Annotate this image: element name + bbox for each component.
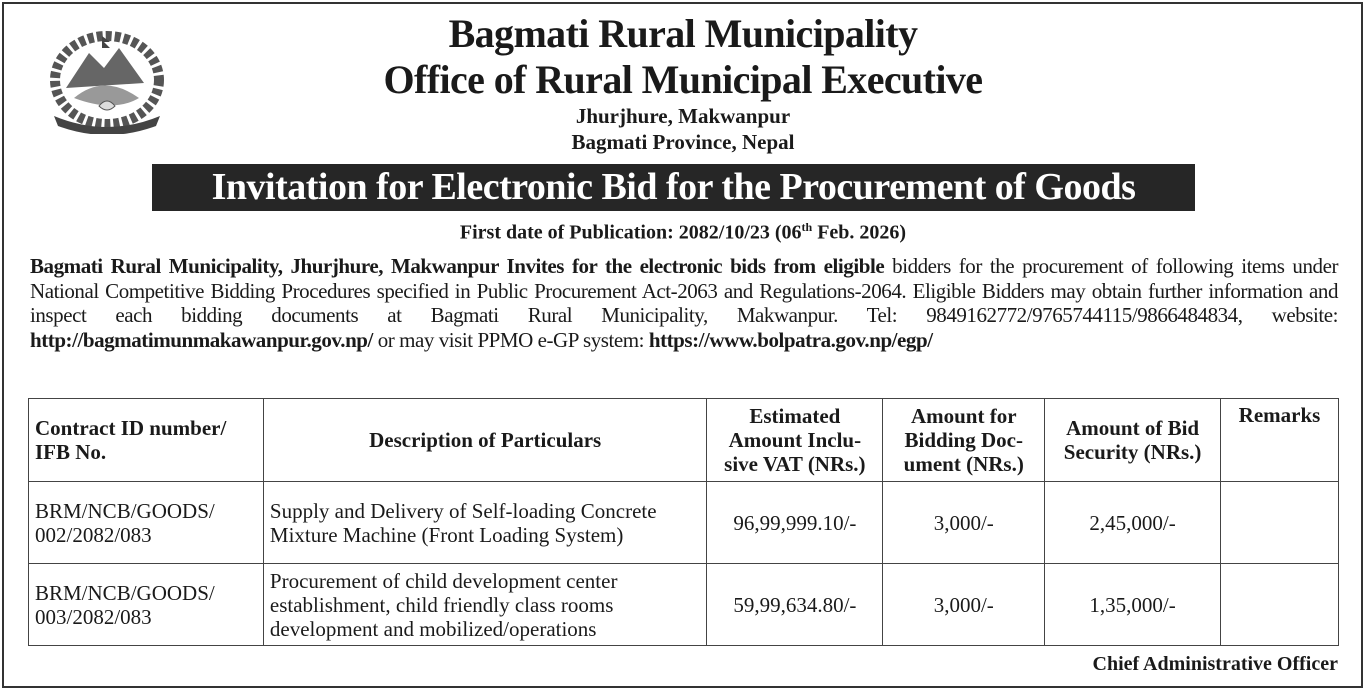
header-estimated-amount: Estimated Amount Inclu-sive VAT (NRs.) <box>706 398 884 482</box>
header-remarks: Remarks <box>1220 398 1339 482</box>
bidding-doc-amount: 3,000/- <box>882 563 1046 646</box>
description: Supply and Delivery of Self-loading Conc… <box>262 481 708 564</box>
paragraph-text2: or may visit PPMO e-GP system: <box>372 327 649 352</box>
address-line1: Jhurjhure, Makwanpur <box>575 104 791 128</box>
address-line2: Bagmati Province, Nepal <box>571 130 795 154</box>
header-bidding-doc: Amount for Bidding Doc-ument (NRs.) <box>882 398 1046 482</box>
contract-id: BRM/NCB/GOODS/ 003/2082/083 <box>28 563 264 646</box>
description: Procurement of child development center … <box>262 563 708 646</box>
website-link[interactable]: http://bagmatimunmakawanpur.gov.np/ <box>30 327 373 352</box>
office-name: Office of Rural Municipal Executive <box>383 57 984 102</box>
header-contract-id: Contract ID number/ IFB No. <box>28 398 264 482</box>
signatory: Chief Administrative Officer <box>1092 653 1339 675</box>
header-bid-security: Amount of Bid Security (NRs.) <box>1044 398 1222 482</box>
egp-link[interactable]: https://www.bolpatra.gov.np/egp/ <box>648 327 933 352</box>
header-description: Description of Particulars <box>262 398 708 482</box>
estimated-amount: 96,99,999.10/- <box>706 481 884 564</box>
bid-security: 2,45,000/- <box>1044 481 1222 564</box>
publication-label: First date of Publication: 2082/10/23 (0… <box>459 221 802 244</box>
estimated-amount: 59,99,634.80/- <box>706 563 884 646</box>
contract-id: BRM/NCB/GOODS/ 002/2082/083 <box>28 481 264 564</box>
paragraph-intro: Bagmati Rural Municipality, Jhurjhure, M… <box>30 254 885 278</box>
notice-paragraph: Bagmati Rural Municipality, Jhurjhure, M… <box>30 254 1338 352</box>
publication-rest: Feb. 2026) <box>812 221 907 244</box>
notice-title: Invitation for Electronic Bid for the Pr… <box>152 164 1195 211</box>
table-row: BRM/NCB/GOODS/ 003/2082/083 Procurement … <box>28 563 1339 646</box>
org-name: Bagmati Rural Municipality <box>448 11 918 56</box>
bid-security: 1,35,000/- <box>1044 563 1222 646</box>
table-row: BRM/NCB/GOODS/ 002/2082/083 Supply and D… <box>28 481 1339 564</box>
publication-sup: th <box>801 220 813 234</box>
procurement-table: Contract ID number/ IFB No. Description … <box>28 398 1339 646</box>
nepal-emblem-icon <box>50 31 164 134</box>
remarks <box>1220 481 1339 564</box>
paragraph-text1: bidders for the procurement of following… <box>30 254 1338 327</box>
bidding-doc-amount: 3,000/- <box>882 481 1046 564</box>
publication-date: First date of Publication: 2082/10/23 (0… <box>0 220 1366 245</box>
remarks <box>1220 563 1339 646</box>
table-header-row: Contract ID number/ IFB No. Description … <box>28 398 1339 482</box>
